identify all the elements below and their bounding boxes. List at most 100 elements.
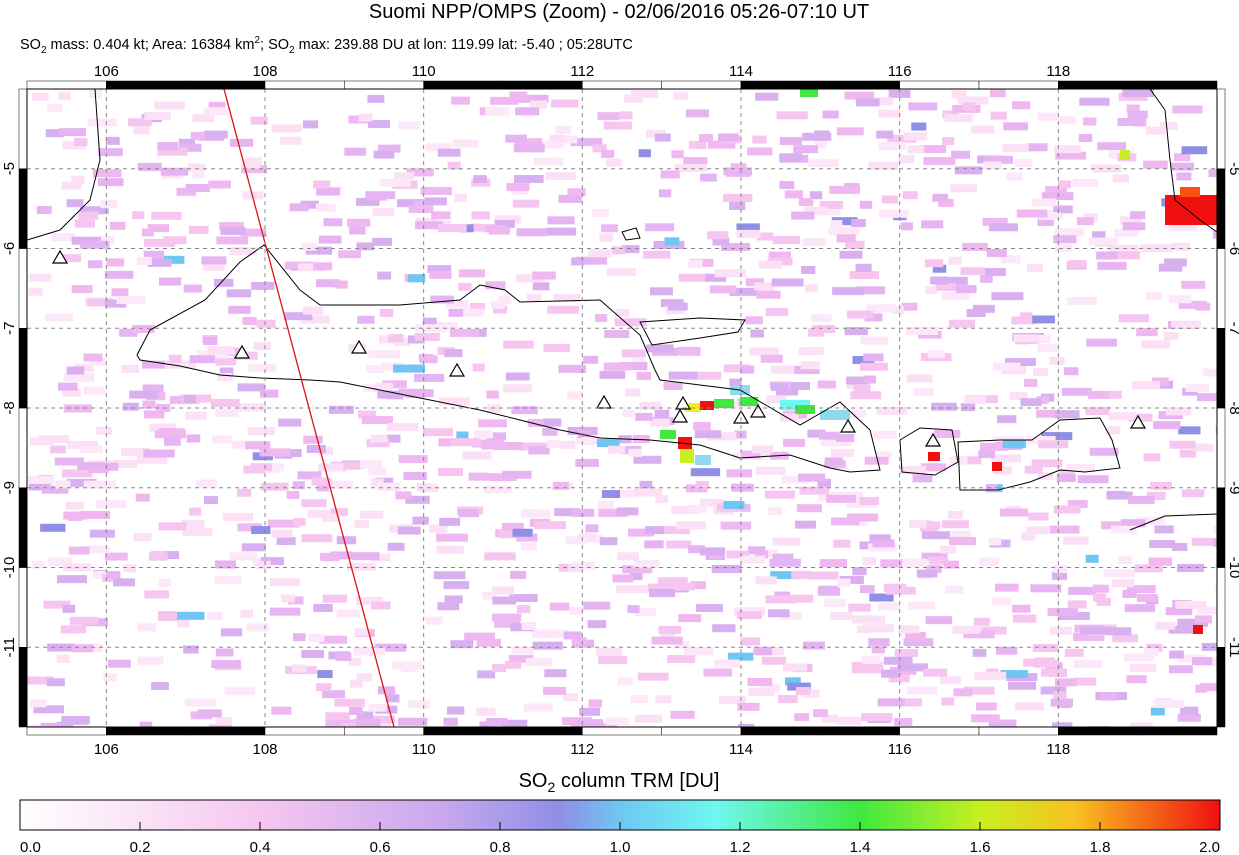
so2-pixel xyxy=(189,507,202,516)
so2-pixel xyxy=(1122,89,1154,98)
so2-pixel xyxy=(1026,263,1043,272)
so2-pixel xyxy=(1150,707,1165,716)
so2-pixel xyxy=(1052,722,1073,727)
so2-pixel xyxy=(151,211,182,220)
so2-pixel xyxy=(509,91,528,100)
so2-pixel xyxy=(354,520,369,529)
lon-tick-label: 110 xyxy=(412,63,436,80)
so2-pixel xyxy=(592,208,609,217)
border-segment xyxy=(18,567,28,648)
so2-pixel xyxy=(647,583,676,592)
so2-pixel xyxy=(1201,642,1217,651)
so2-pixel xyxy=(664,526,690,535)
so2-pixel xyxy=(430,295,455,304)
so2-pixel xyxy=(516,605,531,614)
so2-pixel xyxy=(770,365,802,374)
so2-pixel xyxy=(635,714,663,723)
so2-pixel xyxy=(950,184,978,193)
so2-pixel xyxy=(991,454,1021,463)
so2-pixel xyxy=(121,364,140,373)
so2-pixel xyxy=(143,449,175,458)
so2-pixel xyxy=(899,558,928,567)
so2-pixel xyxy=(229,552,258,561)
so2-pixel xyxy=(40,722,62,727)
lon-tick-label: 116 xyxy=(888,741,912,758)
so2-pixel xyxy=(862,557,876,566)
so2-pixel xyxy=(142,384,164,393)
so2-pixel xyxy=(251,526,271,535)
so2-pixel xyxy=(1171,320,1201,329)
so2-pixel xyxy=(1020,398,1042,407)
so2-pixel xyxy=(311,477,332,486)
so2-pixel xyxy=(514,138,543,147)
so2-pixel xyxy=(458,509,480,518)
so2-pixel xyxy=(754,550,769,559)
so2-pixel xyxy=(62,254,81,263)
so2-pixel xyxy=(90,462,119,471)
so2-pixel xyxy=(210,398,240,407)
so2-pixel xyxy=(628,448,643,457)
border-segment xyxy=(18,487,28,568)
so2-pixel xyxy=(485,281,506,290)
so2-pixel xyxy=(542,686,567,695)
so2-pixel xyxy=(33,705,65,714)
so2-pixel xyxy=(581,437,595,446)
so2-pixel xyxy=(771,278,804,287)
so2-pixel xyxy=(329,480,354,489)
lon-tick-label: 118 xyxy=(1046,741,1070,758)
so2-pixel xyxy=(577,430,591,439)
border-segment xyxy=(18,328,28,409)
lon-tick-label: 108 xyxy=(252,63,277,80)
so2-pixel xyxy=(71,236,101,245)
so2-pixel xyxy=(779,137,803,146)
so2-pixel xyxy=(781,475,809,484)
lon-tick-label: 114 xyxy=(729,741,753,758)
so2-pixel xyxy=(316,187,340,196)
so2-pixel xyxy=(850,391,882,400)
so2-pixel xyxy=(993,466,1012,475)
so2-pixel xyxy=(420,186,452,195)
so2-pixel xyxy=(1112,634,1139,643)
so2-pixel xyxy=(878,142,906,151)
so2-pixel xyxy=(664,237,680,246)
border-segment xyxy=(978,726,1059,736)
so2-pixel xyxy=(207,346,235,355)
so2-pixel xyxy=(598,508,629,517)
so2-pixel xyxy=(368,703,387,712)
so2-pixel xyxy=(678,273,709,282)
so2-pixel xyxy=(377,686,396,695)
so2-pixel xyxy=(861,713,893,722)
so2-pixel xyxy=(1126,675,1147,684)
so2-pixel xyxy=(861,655,881,664)
so2-pixel xyxy=(1131,381,1161,390)
border-segment xyxy=(820,726,900,736)
so2-pixel xyxy=(69,616,99,625)
so2-pixel xyxy=(1180,706,1199,715)
so2-pixel xyxy=(377,271,392,280)
so2-pixel xyxy=(250,116,268,125)
so2-pixel xyxy=(505,134,527,143)
so2-pixel xyxy=(1032,315,1055,324)
so2-pixel xyxy=(204,496,219,505)
so2-pixel xyxy=(926,521,941,530)
so2-pixel xyxy=(597,112,620,121)
border-segment xyxy=(1058,80,1138,90)
so2-pixel xyxy=(754,282,775,291)
so2-pixel xyxy=(334,280,348,289)
lat-tick-label: -11 xyxy=(1226,637,1239,658)
so2-pixel xyxy=(769,558,801,567)
so2-pixel xyxy=(623,94,644,103)
so2-pixel xyxy=(828,227,860,236)
so2-pixel xyxy=(401,664,418,673)
so2-pixel xyxy=(579,707,601,716)
so2-pixel xyxy=(837,578,851,587)
so2-pixel xyxy=(66,366,85,375)
so2-pixel xyxy=(685,109,709,118)
so2-pixel xyxy=(429,270,452,279)
so2-pixel xyxy=(592,144,607,153)
so2-pixel xyxy=(55,480,71,489)
so2-pixel xyxy=(722,193,753,202)
so2-pixel xyxy=(696,604,723,613)
so2-pixel xyxy=(905,326,938,335)
so2-pixel xyxy=(990,89,1006,98)
